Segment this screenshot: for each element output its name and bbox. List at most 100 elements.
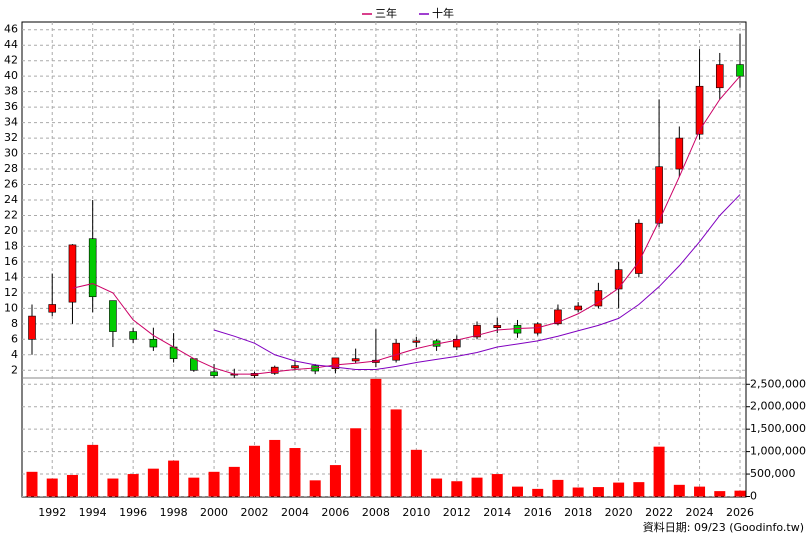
y-tick-label: 10 <box>4 301 18 314</box>
y-tick-label: 36 <box>4 100 18 113</box>
y-tick-label: 26 <box>4 178 18 191</box>
y-tick-label: 16 <box>4 255 18 268</box>
volume-bar <box>532 488 544 497</box>
y-tick-label: 42 <box>4 54 18 67</box>
volume-bar <box>511 486 523 497</box>
volume-bar <box>168 460 180 497</box>
y-tick-label: 24 <box>4 193 18 206</box>
candle-body <box>351 358 360 362</box>
candle-body <box>68 244 77 303</box>
x-tick-label: 1994 <box>79 506 107 519</box>
volume-bar <box>188 477 200 497</box>
volume-bar <box>107 478 119 497</box>
volume-bar <box>329 465 341 497</box>
y2-tick-label: 2,000,000 <box>750 400 806 413</box>
y-tick-label: 28 <box>4 162 18 175</box>
candle-body <box>493 325 502 328</box>
x-tick-label: 2002 <box>241 506 269 519</box>
candle-body <box>28 315 36 340</box>
candle-body <box>675 137 684 170</box>
x-tick-label: 2014 <box>483 506 511 519</box>
volume-bar <box>127 474 139 497</box>
candle-body <box>574 305 582 311</box>
y-tick-label: 46 <box>4 23 18 36</box>
volume-bar <box>289 448 301 497</box>
y-tick-label: 12 <box>4 286 18 299</box>
volume-bar <box>694 486 706 497</box>
volume-bar <box>633 482 645 497</box>
candle-body <box>210 371 218 376</box>
candle-body <box>129 331 137 340</box>
y-tick-label: 8 <box>11 317 18 330</box>
y2-tick-label: 2,500,000 <box>750 377 806 390</box>
volume-bar <box>572 487 584 497</box>
volume-bar <box>714 491 726 497</box>
volume-bar <box>451 481 463 497</box>
volume-bar <box>673 484 685 497</box>
x-tick-label: 1996 <box>119 506 147 519</box>
legend-label: 三年 <box>375 6 397 20</box>
candle-body <box>412 340 421 343</box>
y-tick-label: 44 <box>4 38 18 51</box>
candle-body <box>715 64 724 89</box>
volume-bar <box>26 471 38 497</box>
footnote: 資料日期: 09/23 (Goodinfo.tw) <box>643 520 804 534</box>
y2-tick-label: 1,500,000 <box>750 422 806 435</box>
x-tick-label: 2022 <box>645 506 673 519</box>
volume-bar <box>491 474 503 497</box>
volume-bar <box>228 466 240 497</box>
volume-bar <box>269 439 281 497</box>
candle-body <box>331 357 340 370</box>
candle-body <box>655 166 663 224</box>
x-tick-label: 2012 <box>443 506 471 519</box>
volume-bar <box>390 409 402 497</box>
ma-line <box>213 194 741 370</box>
candle-body <box>392 342 400 361</box>
volume-bar <box>734 490 746 497</box>
candle-body <box>190 358 198 371</box>
x-tick-label: 2004 <box>281 506 309 519</box>
y2-tick-label: 500,000 <box>750 467 796 480</box>
x-tick-label: 2000 <box>200 506 228 519</box>
candle-body <box>109 300 117 332</box>
candle-body <box>533 323 542 334</box>
legend-label: 十年 <box>432 6 454 20</box>
volume-bar <box>46 478 58 497</box>
volume-bar <box>249 445 261 497</box>
y-tick-label: 18 <box>4 239 18 252</box>
candle-body <box>635 222 643 274</box>
y-tick-label: 4 <box>11 348 18 361</box>
x-tick-label: 2010 <box>402 506 430 519</box>
x-tick-label: 2024 <box>686 506 714 519</box>
candle-body <box>291 365 299 369</box>
candle-body <box>614 269 623 290</box>
candle-body <box>452 339 461 348</box>
y-tick-label: 38 <box>4 85 18 98</box>
volume-bar <box>309 480 321 497</box>
volume-bar <box>66 474 78 497</box>
volume-bar <box>613 482 625 497</box>
x-tick-label: 2020 <box>605 506 633 519</box>
volume-bar <box>552 479 564 497</box>
x-tick-label: 1998 <box>160 506 188 519</box>
volume-bar <box>147 468 159 497</box>
candle-body <box>149 339 158 348</box>
candle-body <box>88 238 97 298</box>
volume-bar <box>431 478 443 497</box>
y2-tick-label: 1,000,000 <box>750 445 806 458</box>
volume-bar <box>410 449 422 497</box>
x-tick-label: 2008 <box>362 506 390 519</box>
y-tick-label: 34 <box>4 116 18 129</box>
ma-line <box>72 75 741 375</box>
y-tick-label: 40 <box>4 69 18 82</box>
x-tick-label: 2026 <box>726 506 754 519</box>
y-tick-label: 2 <box>11 363 18 376</box>
volume-bar <box>87 444 99 497</box>
volume-bar <box>471 477 483 497</box>
y-tick-label: 22 <box>4 208 18 221</box>
candle-body <box>473 325 481 338</box>
y-tick-label: 20 <box>4 224 18 237</box>
volume-bar <box>350 428 362 497</box>
candle-body <box>554 309 562 325</box>
